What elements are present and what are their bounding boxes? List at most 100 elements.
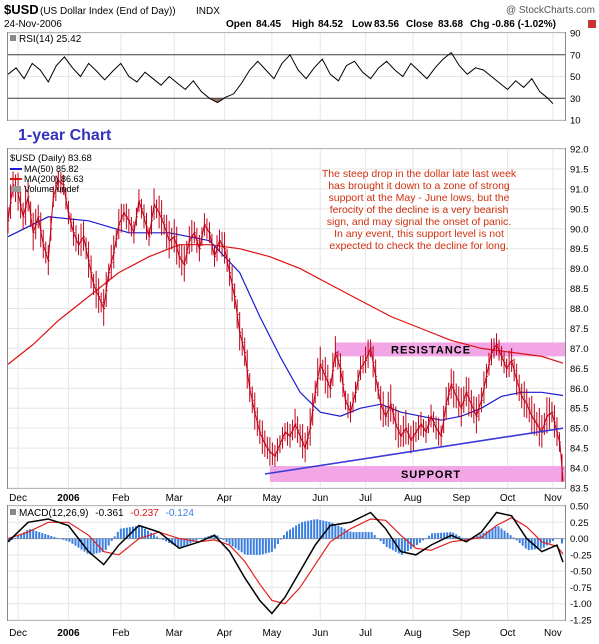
- annotation-line: sign, and may signal the onset of panic.: [327, 216, 511, 228]
- macd-histogram-bar: [421, 538, 424, 541]
- open-value: 84.45: [256, 19, 281, 30]
- low-label: Low: [352, 19, 372, 30]
- macd-histogram-bar: [428, 535, 431, 539]
- y-tick-label: 90.0: [570, 224, 589, 235]
- macd-histogram-bar: [11, 538, 14, 540]
- macd-histogram-bar: [125, 527, 128, 539]
- x-tick-label: Feb: [112, 628, 130, 639]
- x-tick-label: Jul: [359, 493, 372, 504]
- macd-histogram-bar: [370, 532, 373, 539]
- macd-histogram-bar: [180, 538, 183, 548]
- macd-histogram-bar: [440, 532, 443, 539]
- macd-histogram-bar: [279, 538, 282, 540]
- macd-histogram-bar: [270, 538, 273, 552]
- macd-histogram-bar: [361, 532, 364, 539]
- macd-histogram-bar: [455, 534, 458, 539]
- close-value: 83.68: [438, 19, 463, 30]
- macd-histogram-bar: [92, 538, 95, 554]
- macd-histogram-bar: [264, 538, 267, 554]
- macd-histogram-bar: [143, 528, 146, 539]
- macd-histogram-bar: [461, 537, 464, 539]
- macd-histogram-bar: [134, 526, 137, 539]
- legend-ma50: MA(50) 85.82: [24, 164, 79, 174]
- y-tick-label: 0.00: [570, 534, 589, 545]
- x-tick-label: Aug: [404, 628, 422, 639]
- annotation-line: ferocity of the decline is a very bearis…: [330, 204, 509, 216]
- macd-histogram-bar: [479, 534, 482, 539]
- x-tick-label: Sep: [452, 628, 470, 639]
- y-tick-label: 85.0: [570, 424, 589, 435]
- macd-histogram-bar: [216, 535, 219, 539]
- index-name: (US Dollar Index (End of Day)): [40, 6, 176, 17]
- legend-volume: Volume undef: [24, 184, 80, 194]
- exchange: INDX: [196, 6, 220, 17]
- x-tick-label: Oct: [500, 493, 516, 504]
- macd-histogram-bar: [503, 530, 506, 539]
- macd-histogram-bar: [412, 538, 415, 548]
- x-tick-label: 2006: [57, 493, 80, 504]
- macd-histogram-bar: [418, 538, 421, 543]
- y-tick-label: -0.25: [570, 550, 592, 561]
- price-panel-frame: [7, 148, 566, 489]
- macd-histogram-bar: [494, 526, 497, 539]
- resistance-label: RESISTANCE: [391, 344, 471, 356]
- x-tick-label: May: [262, 628, 281, 639]
- annotation-line: has brought it down to a zone of strong: [328, 180, 510, 192]
- legend-volume-swatch: [11, 186, 21, 192]
- macd-histogram-bar: [86, 538, 89, 554]
- macd-histogram-bar: [147, 530, 150, 539]
- macd-histogram-bar: [286, 531, 289, 539]
- x-tick-label: Jun: [312, 493, 328, 504]
- copyright: @ StockCharts.com: [506, 5, 595, 16]
- macd-histogram-bar: [240, 538, 243, 553]
- macd-histogram-bar: [177, 538, 180, 548]
- x-tick-label: Feb: [112, 493, 130, 504]
- macd-histogram-bar: [71, 538, 74, 544]
- macd-histogram-bar: [518, 538, 521, 544]
- macd-histogram-bar: [273, 538, 276, 549]
- macd-histogram-bar: [497, 526, 500, 539]
- macd-histogram-bar: [213, 534, 216, 539]
- open-label: Open: [226, 19, 252, 30]
- x-tick-label: Jul: [359, 628, 372, 639]
- x-tick-label: May: [262, 493, 281, 504]
- x-tick-label: Aug: [404, 493, 422, 504]
- macd-histogram-bar: [512, 537, 515, 539]
- macd-histogram-bar: [488, 529, 491, 539]
- macd-histogram-bar: [258, 538, 261, 555]
- macd-histogram-bar: [431, 533, 434, 539]
- legend-ma200: MA(200) 86.63: [24, 174, 84, 184]
- macd-histogram-bar: [527, 538, 530, 551]
- macd-histogram-bar: [536, 538, 539, 549]
- macd-histogram-bar: [298, 523, 301, 539]
- macd-histogram-bar: [485, 531, 488, 539]
- y-tick-label: -1.25: [570, 616, 592, 627]
- macd-histogram-bar: [295, 525, 298, 539]
- svg-text:MACD(12,26,9) -0.361: MACD(12,26,9) -0.361 -0.237 -0.124: [19, 508, 194, 519]
- macd-histogram-bar: [150, 532, 153, 539]
- annotation-line: support at the May - June lows, but the: [329, 192, 510, 204]
- macd-histogram-bar: [35, 531, 38, 539]
- macd-histogram-bar: [44, 534, 47, 539]
- macd-histogram-bar: [98, 538, 101, 553]
- y-tick-label: 87.0: [570, 344, 589, 355]
- macd-histogram-bar: [41, 533, 44, 539]
- chart-watermark: 1-year Chart: [18, 127, 112, 144]
- macd-histogram-bar: [189, 538, 192, 544]
- macd-histogram-bar: [183, 538, 186, 547]
- y-tick-label: -0.50: [570, 567, 592, 578]
- macd-histogram-bar: [310, 520, 313, 539]
- macd-histogram-bar: [524, 538, 527, 549]
- support-label: SUPPORT: [401, 469, 461, 481]
- macd-histogram-bar: [282, 535, 285, 539]
- macd-histogram-bar: [515, 538, 518, 541]
- x-tick-label: Apr: [217, 493, 233, 504]
- macd-histogram-bar: [391, 538, 394, 551]
- settings-icon[interactable]: [588, 20, 596, 28]
- x-tick-label: Nov: [544, 628, 562, 639]
- macd-histogram-bar: [301, 522, 304, 539]
- macd-histogram-bar: [382, 538, 385, 545]
- macd-histogram-bar: [464, 538, 467, 540]
- y-tick-label: 89.0: [570, 264, 589, 275]
